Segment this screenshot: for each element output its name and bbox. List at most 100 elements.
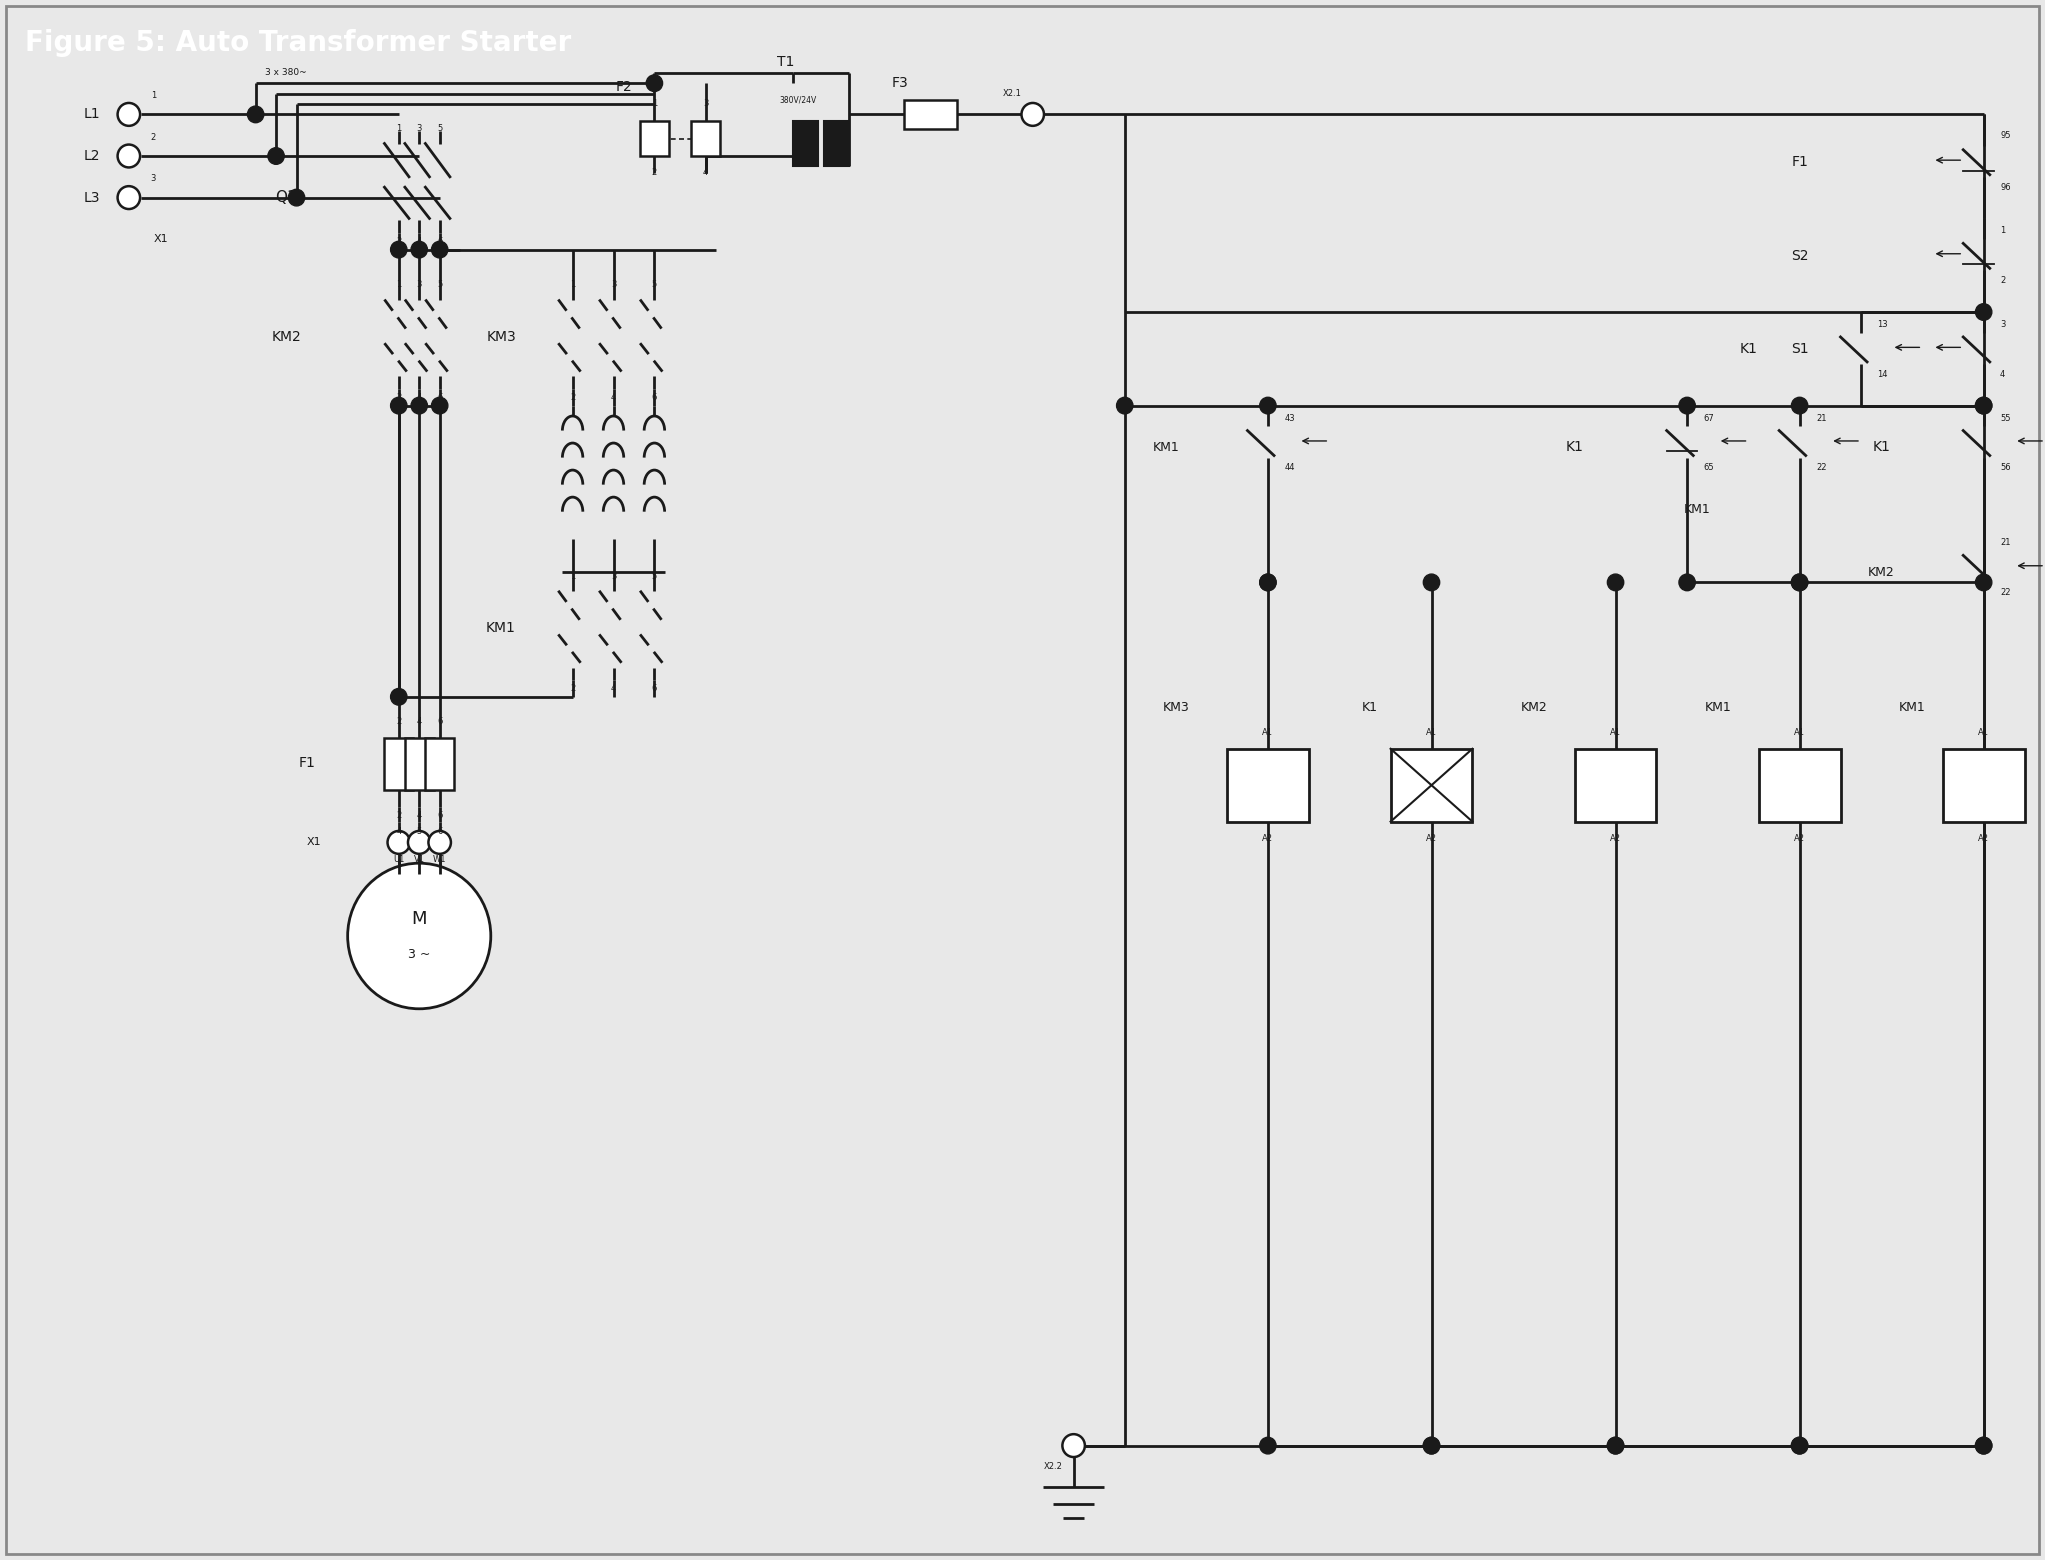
Circle shape — [1791, 398, 1808, 413]
Text: 1: 1 — [2000, 226, 2006, 236]
Text: 2: 2 — [151, 133, 155, 142]
Circle shape — [646, 75, 663, 92]
Text: 21: 21 — [2000, 538, 2010, 548]
Text: 4: 4 — [417, 718, 421, 727]
Text: 6: 6 — [652, 683, 656, 693]
Bar — [1227, 749, 1309, 822]
Text: 67: 67 — [1703, 413, 1714, 423]
Text: 1: 1 — [652, 100, 656, 109]
Circle shape — [1260, 574, 1276, 591]
Circle shape — [1679, 574, 1695, 591]
Circle shape — [431, 398, 448, 413]
Text: 4: 4 — [417, 811, 421, 821]
Text: KM2: KM2 — [272, 331, 301, 343]
Bar — [904, 100, 957, 129]
Text: 6: 6 — [438, 827, 442, 836]
Text: 4: 4 — [417, 237, 421, 246]
Text: X2.1: X2.1 — [1002, 89, 1022, 98]
Text: KM1: KM1 — [1151, 441, 1180, 454]
Text: F1: F1 — [1791, 156, 1808, 168]
Text: KM1: KM1 — [1703, 700, 1732, 713]
Text: 21: 21 — [1816, 413, 1826, 423]
Circle shape — [1020, 103, 1043, 126]
Circle shape — [429, 831, 450, 853]
Text: 2: 2 — [652, 168, 656, 178]
Text: 3: 3 — [611, 281, 616, 290]
Text: 2: 2 — [397, 811, 401, 821]
Bar — [1391, 749, 1472, 822]
Text: K1: K1 — [1740, 343, 1757, 356]
Text: F3: F3 — [892, 76, 908, 90]
Text: 95: 95 — [2000, 131, 2010, 140]
Text: K1: K1 — [1566, 440, 1583, 454]
Text: K1: K1 — [1362, 700, 1378, 713]
Text: 5: 5 — [652, 281, 656, 290]
Text: 4: 4 — [703, 168, 708, 178]
Text: A1: A1 — [1425, 727, 1438, 736]
Bar — [425, 738, 454, 791]
Text: 55: 55 — [2000, 413, 2010, 423]
Text: A2: A2 — [1609, 833, 1622, 842]
Circle shape — [1791, 1437, 1808, 1454]
Text: A1: A1 — [1793, 727, 1806, 736]
Text: 3: 3 — [611, 571, 616, 580]
Bar — [793, 120, 818, 167]
Text: 380V/24V: 380V/24V — [779, 95, 816, 105]
Text: 2: 2 — [397, 237, 401, 246]
Text: 6: 6 — [652, 393, 656, 402]
Text: KM1: KM1 — [1898, 700, 1926, 713]
Text: K1: K1 — [1873, 440, 1890, 454]
Circle shape — [1260, 574, 1276, 591]
Text: 3: 3 — [151, 175, 155, 184]
Text: 3: 3 — [417, 125, 421, 134]
Text: KM2: KM2 — [1519, 700, 1548, 713]
Circle shape — [117, 186, 139, 209]
Circle shape — [268, 148, 284, 164]
Circle shape — [391, 398, 407, 413]
Circle shape — [288, 189, 305, 206]
Text: 6: 6 — [438, 811, 442, 821]
Text: 1: 1 — [571, 571, 575, 580]
Text: 3: 3 — [417, 281, 421, 290]
Text: S2: S2 — [1791, 250, 1808, 262]
Circle shape — [1975, 1437, 1992, 1454]
Text: L1: L1 — [84, 108, 100, 122]
Text: A2: A2 — [1978, 833, 1990, 842]
Circle shape — [1975, 398, 1992, 413]
Text: A1: A1 — [1262, 727, 1274, 736]
Bar — [691, 120, 720, 156]
Text: W1: W1 — [434, 855, 446, 864]
Bar — [1575, 749, 1656, 822]
Text: KM3: KM3 — [1162, 700, 1190, 713]
Circle shape — [1975, 304, 1992, 320]
Bar — [405, 738, 434, 791]
Text: 1: 1 — [571, 281, 575, 290]
Text: A1: A1 — [1978, 727, 1990, 736]
Circle shape — [1260, 398, 1276, 413]
Circle shape — [1975, 398, 1992, 413]
Circle shape — [391, 688, 407, 705]
Text: 96: 96 — [2000, 183, 2010, 192]
Circle shape — [1423, 1437, 1440, 1454]
Text: KM1: KM1 — [487, 621, 515, 635]
Circle shape — [1607, 574, 1624, 591]
Text: 5: 5 — [417, 827, 421, 836]
Text: 1: 1 — [397, 281, 401, 290]
Circle shape — [1260, 1437, 1276, 1454]
Text: F1: F1 — [299, 757, 315, 771]
Circle shape — [407, 831, 429, 853]
Bar — [384, 738, 413, 791]
Text: Figure 5: Auto Transformer Starter: Figure 5: Auto Transformer Starter — [25, 30, 571, 56]
Circle shape — [1423, 1437, 1440, 1454]
Text: 4: 4 — [611, 393, 616, 402]
Text: 4: 4 — [417, 393, 421, 402]
Circle shape — [411, 398, 427, 413]
Text: A2: A2 — [1793, 833, 1806, 842]
Text: 56: 56 — [2000, 463, 2010, 473]
Text: 14: 14 — [1877, 370, 1888, 379]
Text: 3 ~: 3 ~ — [409, 948, 429, 961]
Text: 3: 3 — [2000, 320, 2006, 329]
Circle shape — [1791, 574, 1808, 591]
Text: A1: A1 — [1609, 727, 1622, 736]
Text: T1: T1 — [777, 56, 793, 69]
